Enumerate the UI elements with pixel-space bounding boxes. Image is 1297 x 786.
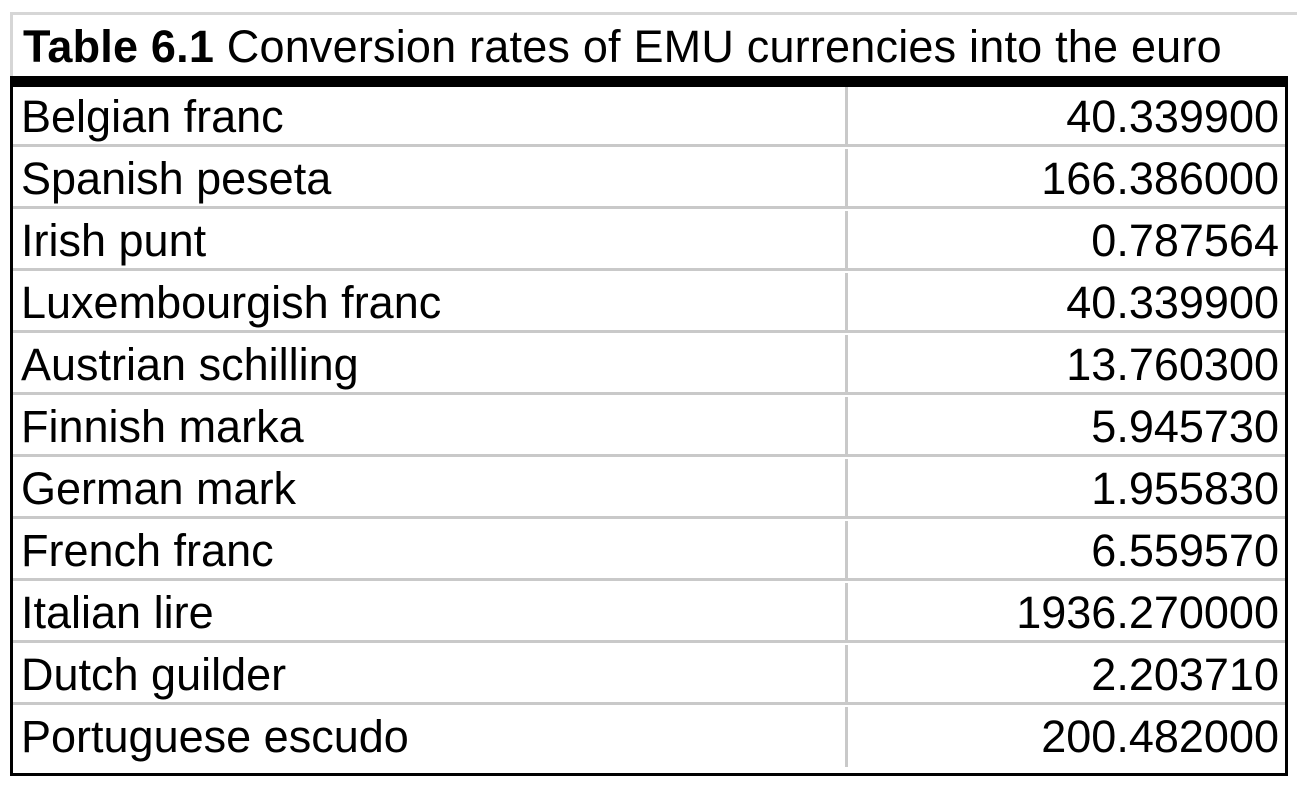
currency-cell[interactable]: Luxembourgish franc xyxy=(21,277,442,328)
rate-cell[interactable]: 200.482000 xyxy=(1041,711,1279,762)
caption-title: Conversion rates of EMU currencies into … xyxy=(214,21,1222,72)
rate-cell[interactable]: 166.386000 xyxy=(1041,153,1279,204)
table-row[interactable]: Finnish marka 5.945730 xyxy=(13,397,1285,457)
table-row[interactable]: Belgian franc 40.339900 xyxy=(13,87,1285,147)
caption-text: Table 6.1 Conversion rates of EMU curren… xyxy=(23,21,1222,73)
rate-cell[interactable]: 6.559570 xyxy=(1091,525,1279,576)
currency-cell[interactable]: Belgian franc xyxy=(21,91,284,142)
currency-cell[interactable]: Portuguese escudo xyxy=(21,711,409,762)
table-row[interactable]: Portuguese escudo 200.482000 xyxy=(13,707,1285,767)
currency-cell[interactable]: French franc xyxy=(21,525,274,576)
rate-cell[interactable]: 5.945730 xyxy=(1091,401,1279,452)
rate-cell[interactable]: 0.787564 xyxy=(1091,215,1279,266)
currency-cell[interactable]: Finnish marka xyxy=(21,401,304,452)
caption-label: Table 6.1 xyxy=(23,21,215,72)
table-row[interactable]: Luxembourgish franc 40.339900 xyxy=(13,273,1285,333)
rate-cell[interactable]: 2.203710 xyxy=(1091,649,1279,700)
currency-cell[interactable]: Italian lire xyxy=(21,587,214,638)
rate-cell[interactable]: 40.339900 xyxy=(1066,91,1279,142)
table-row[interactable]: German mark 1.955830 xyxy=(13,459,1285,519)
rate-cell[interactable]: 13.760300 xyxy=(1066,339,1279,390)
table-row[interactable]: Dutch guilder 2.203710 xyxy=(13,645,1285,705)
table-row[interactable]: Irish punt 0.787564 xyxy=(13,211,1285,271)
table-row[interactable]: Austrian schilling 13.760300 xyxy=(13,335,1285,395)
table-row[interactable]: Spanish peseta 166.386000 xyxy=(13,149,1285,209)
table-caption: Table 6.1 Conversion rates of EMU curren… xyxy=(10,12,1297,76)
rate-cell[interactable]: 1.955830 xyxy=(1091,463,1279,514)
currency-cell[interactable]: Spanish peseta xyxy=(21,153,332,204)
currency-cell[interactable]: Irish punt xyxy=(21,215,207,266)
rate-cell[interactable]: 40.339900 xyxy=(1066,277,1279,328)
currency-cell[interactable]: Austrian schilling xyxy=(21,339,359,390)
conversion-rates-table: Belgian franc 40.339900 Spanish peseta 1… xyxy=(10,76,1288,776)
currency-cell[interactable]: German mark xyxy=(21,463,297,514)
table-row[interactable]: French franc 6.559570 xyxy=(13,521,1285,581)
currency-cell[interactable]: Dutch guilder xyxy=(21,649,287,700)
table-row[interactable]: Italian lire 1936.270000 xyxy=(13,583,1285,643)
rate-cell[interactable]: 1936.270000 xyxy=(1016,587,1279,638)
